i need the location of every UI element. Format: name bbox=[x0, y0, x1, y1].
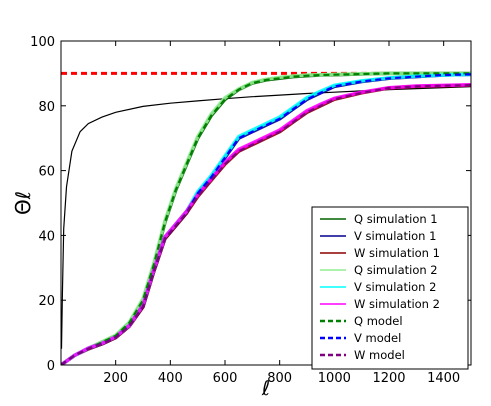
legend-label-w-model: W model bbox=[354, 348, 405, 362]
legend-label-w-simulation-2: W simulation 2 bbox=[354, 297, 440, 311]
axes: 200 400 600 800 1000 1200 1400 0 20 40 60 80 100 ℓ Θℓ bbox=[11, 35, 472, 400]
series-line-v-model bbox=[61, 73, 471, 365]
y-tick-label-80: 80 bbox=[38, 100, 55, 115]
x-tick-label-1200: 1200 bbox=[372, 371, 405, 386]
x-tick-label-400: 400 bbox=[158, 371, 183, 386]
y-tick-label-40: 40 bbox=[38, 229, 55, 244]
plot-clip-group bbox=[61, 71, 471, 365]
y-tick-label-60: 60 bbox=[38, 165, 55, 180]
series-line-w-simulation-2 bbox=[61, 82, 471, 365]
x-tick-label-1400: 1400 bbox=[427, 371, 460, 386]
axes-frame bbox=[60, 40, 472, 366]
plot-area bbox=[61, 71, 471, 365]
x-tick-label-600: 600 bbox=[213, 371, 238, 386]
legend: Q simulation 1 V simulation 1 W simulation… bbox=[311, 206, 469, 370]
legend-label-v-simulation-2: V simulation 2 bbox=[354, 280, 436, 294]
legend-label-q-model: Q model bbox=[354, 314, 403, 328]
legend-label-q-simulation-1: Q simulation 1 bbox=[354, 212, 438, 226]
x-tick-label-800: 800 bbox=[267, 371, 292, 386]
legend-box bbox=[311, 206, 469, 370]
legend-label-w-simulation-1: W simulation 1 bbox=[354, 246, 440, 260]
legend-label-v-model: V model bbox=[354, 331, 401, 345]
x-axis-label: ℓ bbox=[261, 376, 270, 400]
y-tick-label-0: 0 bbox=[47, 359, 55, 374]
legend-label-v-simulation-1: V simulation 1 bbox=[354, 229, 436, 243]
series-line-w-model bbox=[61, 84, 471, 365]
y-tick-label-20: 20 bbox=[38, 294, 55, 309]
x-tick-label-200: 200 bbox=[103, 371, 128, 386]
y-axis-label: Θℓ bbox=[11, 191, 35, 215]
y-tick-label-100: 100 bbox=[30, 35, 55, 50]
legend-label-q-simulation-2: Q simulation 2 bbox=[354, 263, 438, 277]
x-tick-label-1000: 1000 bbox=[318, 371, 351, 386]
